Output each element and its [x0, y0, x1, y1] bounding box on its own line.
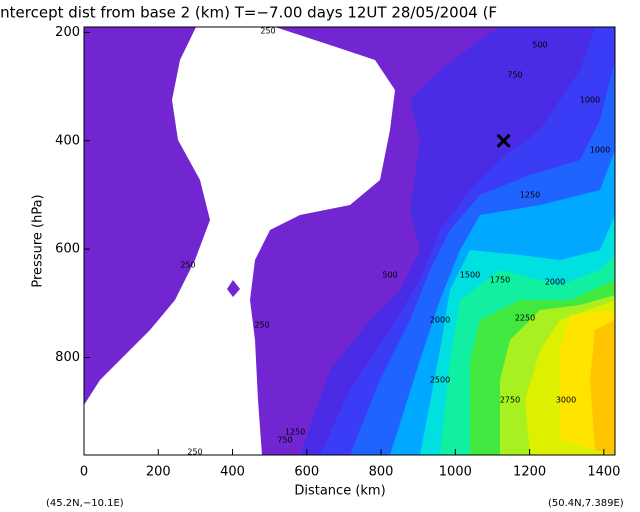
- contour-label: 750: [277, 436, 292, 445]
- footer-left: (45.2N,−10.1E): [46, 498, 124, 509]
- contour-label: 2500: [430, 376, 450, 385]
- x-tick-label: 1200: [513, 465, 546, 480]
- x-tick-label: 600: [294, 465, 319, 480]
- contour-label: 2250: [515, 314, 535, 323]
- y-tick-label: 800: [55, 350, 80, 365]
- contour-label: 2750: [500, 396, 520, 405]
- contour-label: 250: [254, 321, 269, 330]
- contour-label: 1500: [460, 271, 480, 280]
- y-tick-label: 600: [55, 242, 80, 257]
- contour-label: 250: [180, 261, 195, 270]
- contour-label: 500: [532, 41, 547, 50]
- contour-band: [227, 280, 240, 297]
- x-tick-label: 800: [369, 465, 394, 480]
- contour-label: 1000: [580, 96, 600, 105]
- y-axis-label: Pressure (hPa): [31, 194, 46, 287]
- contour-label: 250: [187, 448, 202, 457]
- contour-label: 1250: [520, 191, 540, 200]
- marker-x: [496, 133, 511, 148]
- x-tick-label: 200: [146, 465, 171, 480]
- contour-band: [590, 320, 615, 455]
- x-axis-label: Distance (km): [294, 484, 385, 499]
- contour-label: 1750: [490, 276, 510, 285]
- x-tick-label: 0: [80, 465, 88, 480]
- contour-label: 3000: [556, 396, 576, 405]
- x-tick-label: 400: [220, 465, 245, 480]
- contour-label: 750: [507, 71, 522, 80]
- y-tick-label: 400: [55, 133, 80, 148]
- chart-title: intercept dist from base 2 (km) T=−7.00 …: [0, 4, 497, 22]
- x-tick-label: 1000: [439, 465, 472, 480]
- y-tick-label: 200: [55, 25, 80, 40]
- contour-label: 2000: [545, 278, 565, 287]
- contour-label: 2000: [430, 316, 450, 325]
- contour-label: 250: [260, 27, 275, 36]
- x-tick-label: 1400: [587, 465, 620, 480]
- contour-label: 500: [382, 271, 397, 280]
- contour-label: 1250: [285, 428, 305, 437]
- contour-label: 1000: [590, 146, 610, 155]
- footer-right: (50.4N,7.389E): [548, 498, 624, 509]
- plot-frame: [83, 26, 616, 456]
- contour-band: [84, 27, 210, 405]
